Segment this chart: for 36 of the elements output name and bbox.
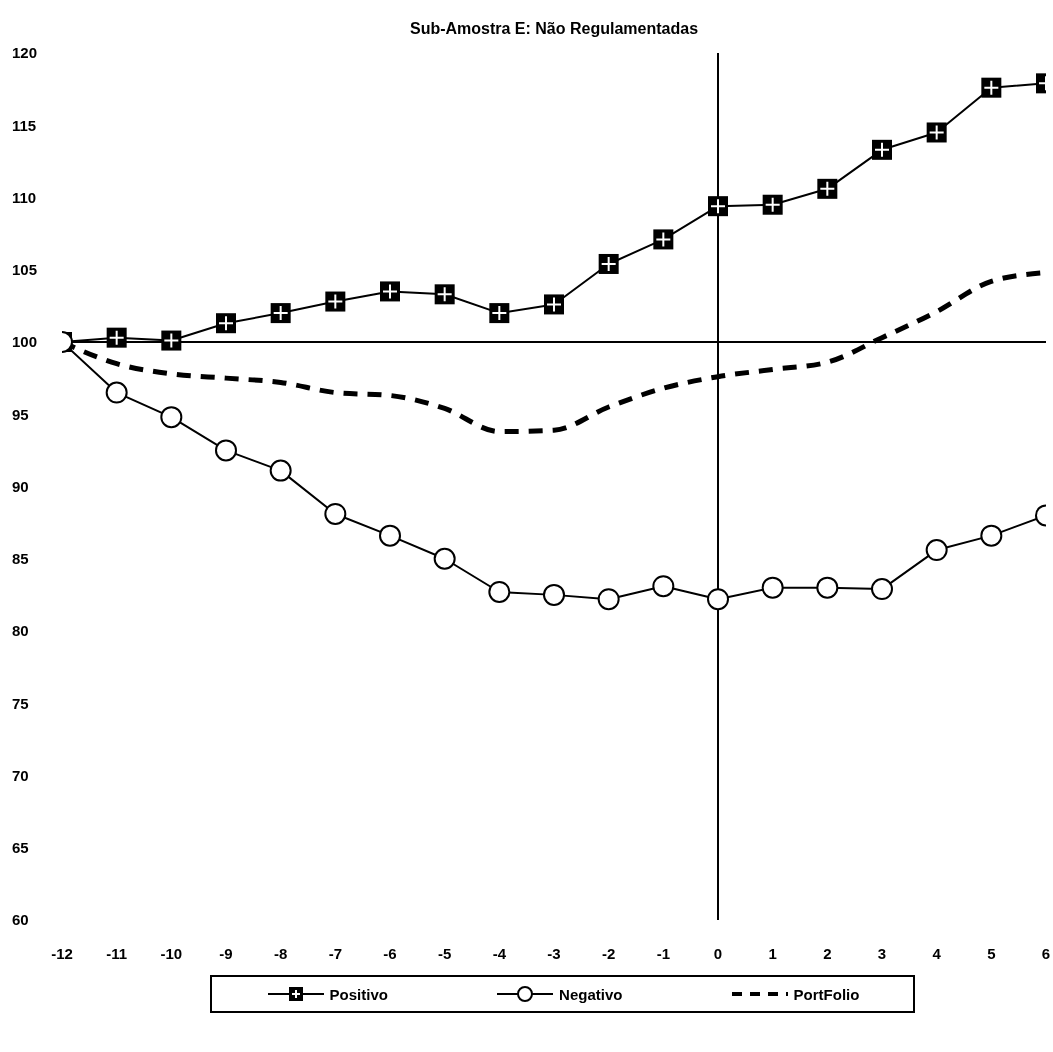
- x-tick-label: -6: [383, 944, 397, 962]
- x-tick-label: 6: [1041, 944, 1051, 962]
- x-tick-label: -9: [219, 944, 233, 962]
- x-tick-label: -1: [656, 944, 671, 962]
- y-tick-label: 90: [12, 477, 29, 495]
- x-tick-label: 4: [932, 944, 942, 962]
- x-tick-label: -8: [273, 944, 288, 962]
- y-tick-label: 60: [12, 911, 29, 929]
- legend-label: PortFolio: [793, 985, 860, 1003]
- x-tick-label: 2: [823, 944, 832, 962]
- y-tick-label: 100: [12, 333, 38, 351]
- y-tick-label: 105: [12, 261, 38, 279]
- x-tick-label: -7: [328, 944, 343, 962]
- y-tick-label: 95: [12, 405, 29, 423]
- y-tick-label: 110: [12, 188, 37, 206]
- y-tick-label: 65: [12, 839, 29, 857]
- y-tick-label: 80: [12, 622, 29, 640]
- x-tick-label: -2: [601, 944, 616, 962]
- x-tick-label: 1: [768, 944, 777, 962]
- x-tick-label: -10: [160, 944, 183, 962]
- x-tick-label: -11: [106, 944, 128, 962]
- x-tick-label: -5: [437, 944, 452, 962]
- y-tick-label: 70: [12, 766, 29, 784]
- y-tick-label: 75: [12, 694, 29, 712]
- y-tick-label: 115: [12, 116, 37, 134]
- x-tick-label: 5: [987, 944, 996, 962]
- chart-title: Sub-Amostra E: Não Regulamentadas: [408, 20, 700, 38]
- x-tick-label: -4: [492, 944, 507, 962]
- legend-label: Negativo: [559, 985, 623, 1003]
- x-tick-label: 0: [713, 944, 723, 962]
- legend-label: Positivo: [329, 985, 388, 1003]
- x-tick-label: -12: [51, 944, 73, 962]
- x-tick-label: 3: [877, 944, 887, 962]
- y-tick-label: 85: [12, 550, 29, 568]
- y-tick-label: 120: [12, 44, 38, 62]
- x-tick-label: -3: [547, 944, 561, 962]
